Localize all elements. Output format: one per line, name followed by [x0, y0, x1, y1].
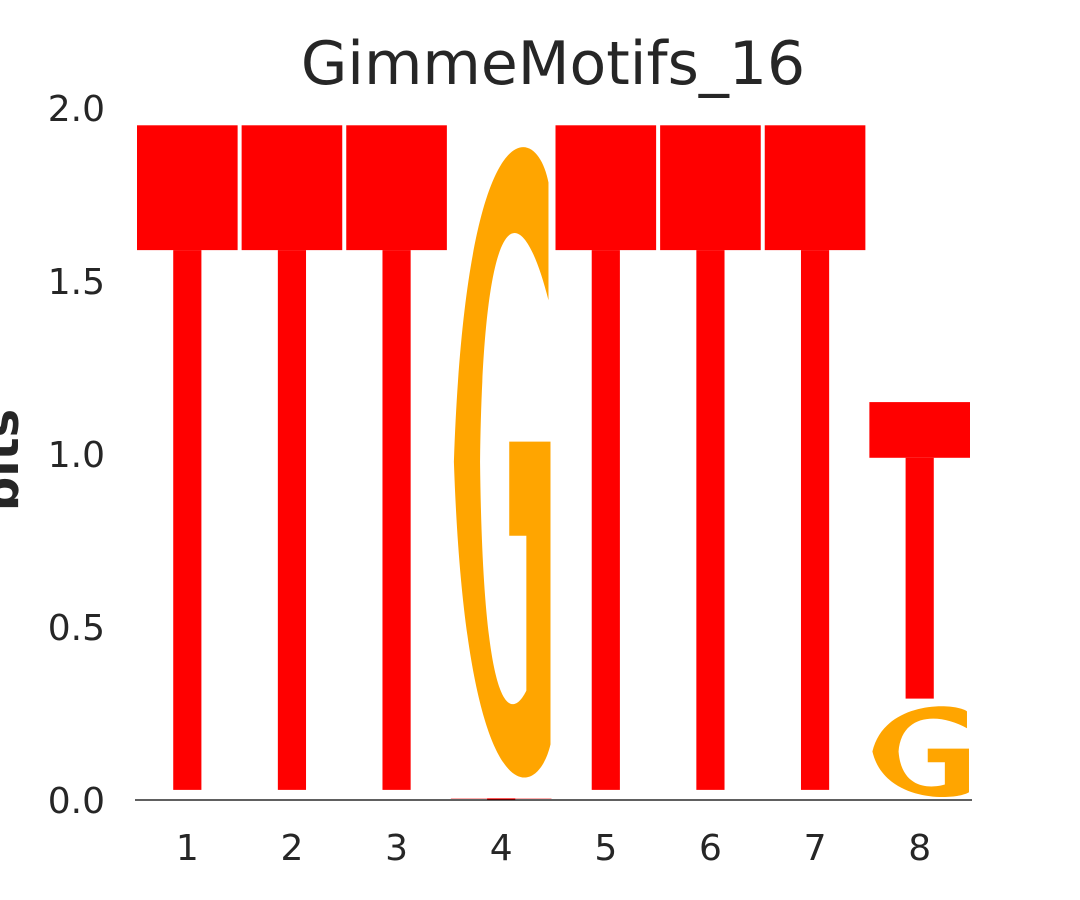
logo-stack-position-6 — [660, 125, 761, 790]
x-axis-ticks: 1 2 3 4 5 6 7 8 — [176, 828, 931, 869]
letter-G-glyph — [453, 147, 551, 778]
letter-T-glyph — [555, 125, 657, 790]
x-tick-label: 2 — [280, 828, 303, 869]
letter-stacks — [137, 125, 970, 800]
chart-title: GimmeMotifs_16 — [301, 29, 805, 99]
x-tick-label: 6 — [699, 828, 722, 869]
x-tick-label: 7 — [804, 828, 827, 869]
x-tick-label: 3 — [385, 828, 408, 869]
x-tick-label: 4 — [490, 828, 513, 869]
letter-T-glyph — [869, 402, 970, 699]
y-tick-label: 1.0 — [48, 435, 105, 476]
x-tick-label: 8 — [908, 828, 931, 869]
letter-T-glyph — [450, 798, 552, 800]
logo-stack-position-5 — [555, 125, 657, 790]
y-axis-ticks: 0.0 0.5 1.0 1.5 2.0 — [48, 89, 105, 822]
x-tick-label: 1 — [176, 828, 199, 869]
letter-T-glyph — [137, 125, 238, 790]
logo-stack-position-2 — [241, 125, 343, 790]
y-tick-label: 0.0 — [48, 781, 105, 822]
logo-stack-position-7 — [764, 125, 866, 790]
y-tick-label: 2.0 — [48, 89, 105, 130]
y-axis-label: bits — [0, 409, 30, 511]
logo-stack-position-8 — [869, 402, 970, 798]
letter-T-glyph — [764, 125, 866, 790]
y-tick-label: 0.5 — [48, 608, 105, 649]
logo-stack-position-3 — [346, 125, 447, 790]
logo-stack-position-1 — [137, 125, 238, 790]
logo-stack-position-4 — [450, 147, 552, 800]
letter-G-glyph — [872, 706, 969, 798]
y-tick-label: 1.5 — [48, 262, 105, 303]
letter-T-glyph — [346, 125, 447, 790]
x-tick-label: 5 — [594, 828, 617, 869]
letter-T-glyph — [660, 125, 761, 790]
letter-T-glyph — [241, 125, 343, 790]
